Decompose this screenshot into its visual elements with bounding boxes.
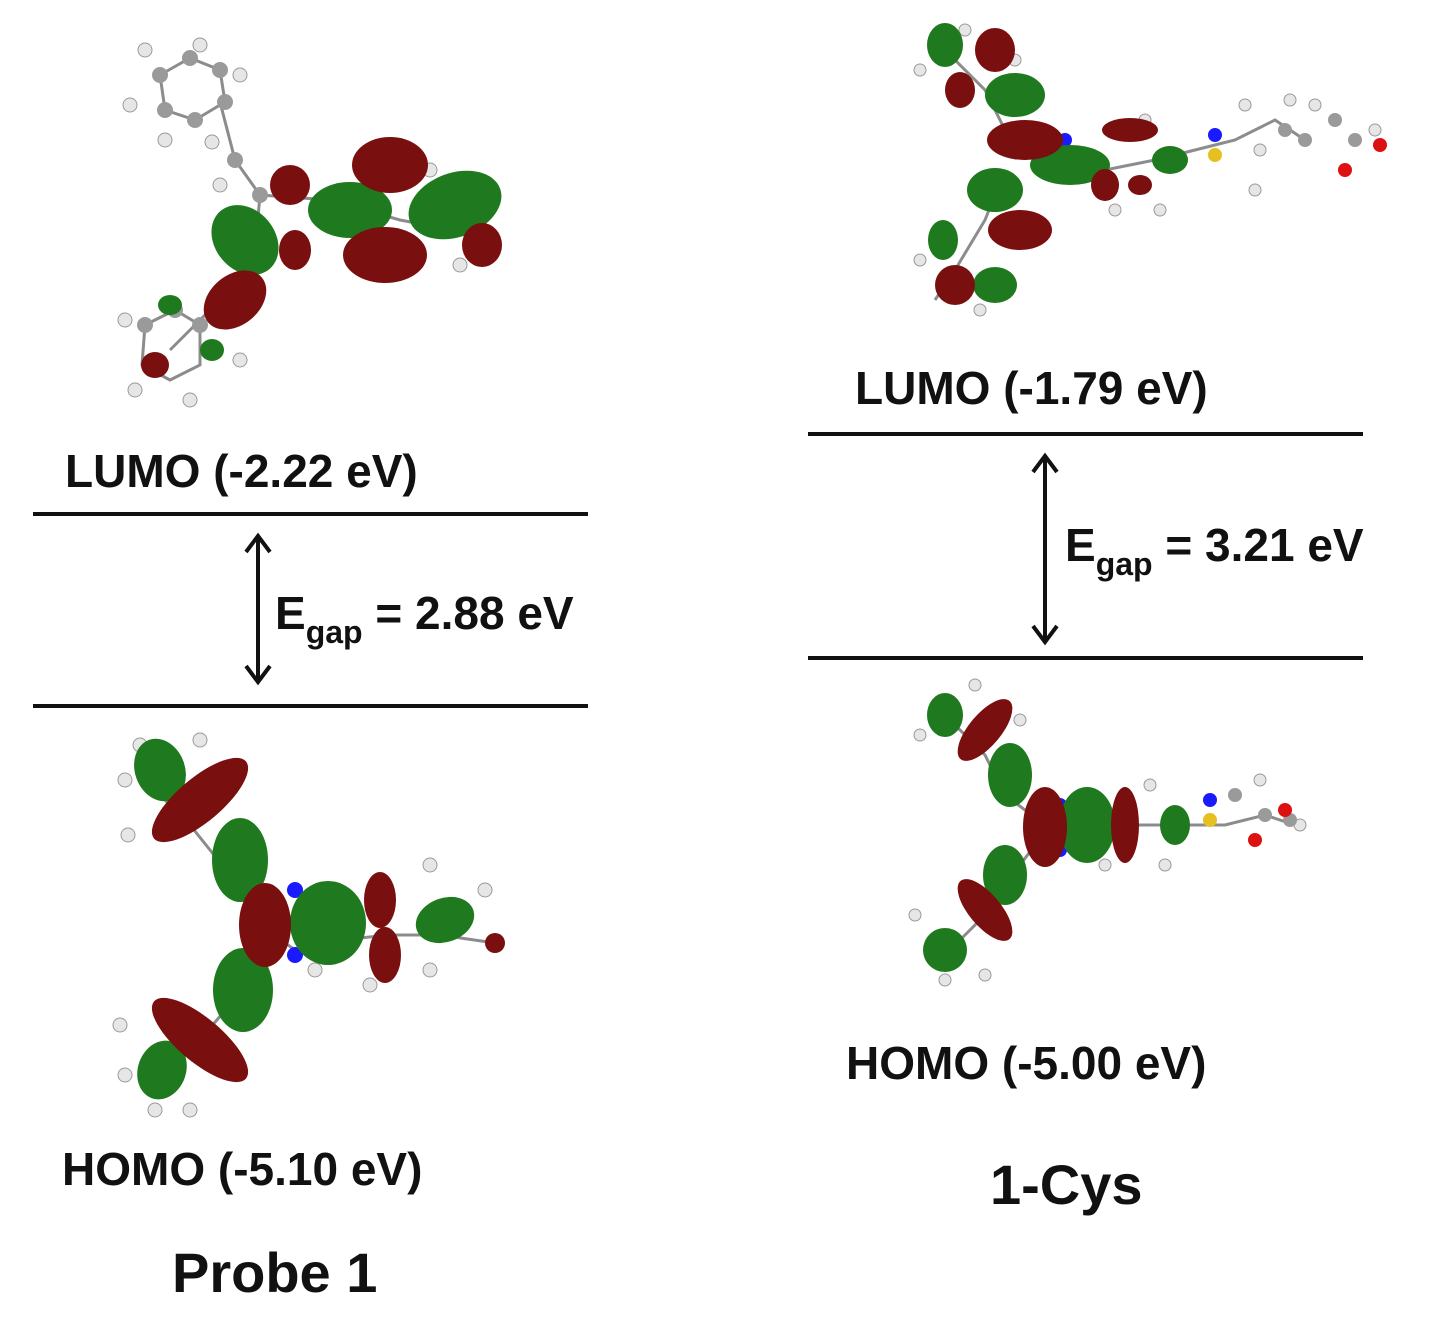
probe1-gap-label: Egap = 2.88 eV [275, 587, 574, 650]
1cys-homo-level-line [808, 656, 1363, 660]
1cys-homo-orbital-image [908, 678, 1307, 987]
probe1-homo-orbital-image [112, 732, 505, 1118]
probe1-lumo-orbital-image [117, 37, 502, 408]
1cys-title: 1-Cys [990, 1153, 1143, 1216]
1cys-gap-label: Egap = 3.21 eV [1065, 519, 1364, 582]
probe1-lumo-label: LUMO (-2.22 eV) [65, 445, 418, 497]
1cys-lumo-label: LUMO (-1.79 eV) [855, 362, 1208, 414]
probe1-homo-level-line [33, 704, 588, 708]
1cys-lumo-orbital-image [913, 23, 1387, 317]
probe1-panel: LUMO (-2.22 eV) Egap = 2.88 eV [0, 0, 700, 1320]
probe1-title: Probe 1 [172, 1241, 378, 1304]
1cys-panel: LUMO (-1.79 eV) Egap = 3.21 eV [760, 0, 1432, 1320]
probe1-gap-arrow [244, 532, 272, 686]
1cys-gap-arrow [1031, 452, 1059, 646]
probe1-homo-label: HOMO (-5.10 eV) [62, 1143, 423, 1195]
1cys-lumo-level-line [808, 432, 1363, 436]
probe1-lumo-level-line [33, 512, 588, 516]
1cys-homo-label: HOMO (-5.00 eV) [846, 1037, 1207, 1089]
